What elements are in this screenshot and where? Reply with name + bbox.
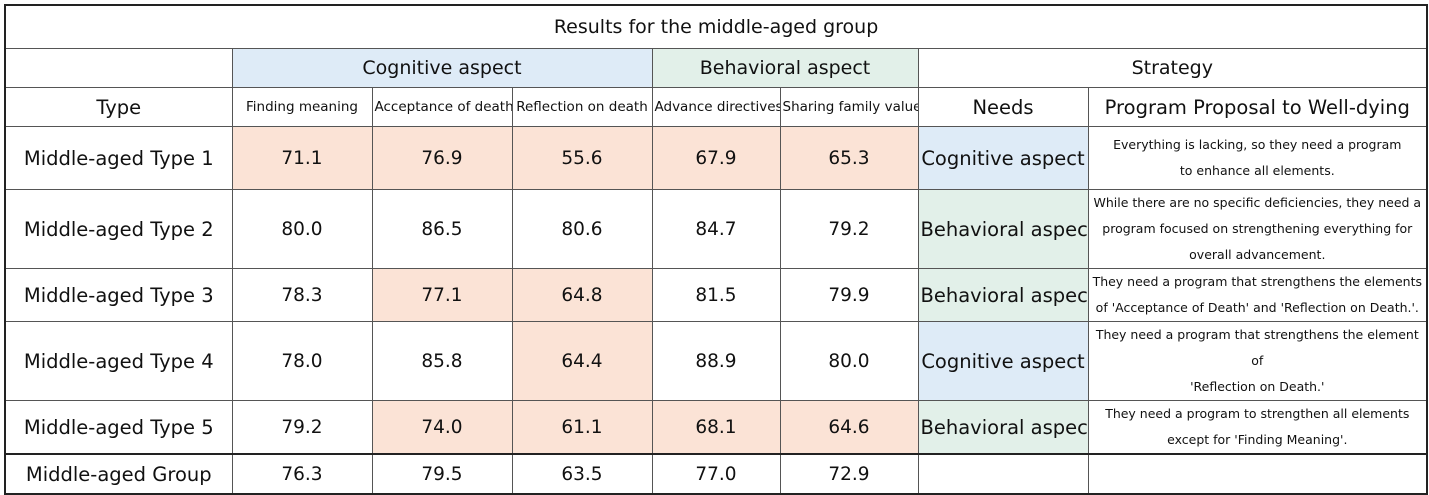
advance-directives-header: Advance directives xyxy=(651,87,781,127)
advance-directives-value: 77.0 xyxy=(651,453,781,495)
needs-value: Behavioral aspect xyxy=(917,400,1089,455)
proposal-line: Everything is lacking, so they need a pr… xyxy=(1113,137,1402,152)
sharing-family-values-value: 65.3 xyxy=(779,126,919,190)
row-type-label: Middle-aged Type 5 xyxy=(4,400,233,455)
advance-directives-value: 68.1 xyxy=(651,400,781,455)
table-title: Results for the middle-aged group xyxy=(3,4,1429,49)
finding-meaning-header: Finding meaning xyxy=(231,87,373,127)
table-row: Middle-aged Type 3 78.3 77.1 64.8 81.5 79.9 Be… xyxy=(4,268,1429,322)
advance-directives-value: 84.7 xyxy=(651,189,781,269)
proposal-line: program focused on strengthening everyth… xyxy=(1102,221,1413,236)
group-total-row: Middle-aged Group 76.3 79.5 63.5 77.0 72.9 xyxy=(4,453,1429,495)
sharing-family-values-value: 79.9 xyxy=(779,268,919,322)
needs-value: Behavioral aspect xyxy=(917,268,1089,322)
proposal-line: They need a program that strengthens the… xyxy=(1092,274,1423,289)
advance-directives-value: 88.9 xyxy=(651,321,781,401)
row-type-label: Middle-aged Group xyxy=(4,453,233,495)
finding-meaning-value: 71.1 xyxy=(231,126,373,190)
strategy-header: Strategy xyxy=(917,48,1429,88)
needs-value: Behavioral aspect xyxy=(917,189,1089,269)
acceptance-of-death-value: 79.5 xyxy=(371,453,513,495)
reflection-on-death-value: 55.6 xyxy=(511,126,653,190)
proposal-line: of 'Acceptance of Death' and 'Reflection… xyxy=(1095,300,1419,315)
proposal-line: 'Reflection on Death.' xyxy=(1190,379,1325,394)
sharing-family-values-header: Sharing family values xyxy=(779,87,919,127)
needs-header: Needs xyxy=(917,87,1089,127)
reflection-on-death-value: 64.8 xyxy=(511,268,653,322)
reflection-on-death-value: 80.6 xyxy=(511,189,653,269)
row-type-label: Middle-aged Type 2 xyxy=(4,189,233,269)
row-type-label: Middle-aged Type 1 xyxy=(4,126,233,190)
table-row: Middle-aged Type 1 71.1 76.9 55.6 67.9 65.3 Co… xyxy=(4,126,1429,190)
proposal-line: except for 'Finding Meaning'. xyxy=(1167,432,1348,447)
proposal-line: overall advancement. xyxy=(1189,247,1326,262)
acceptance-of-death-value: 85.8 xyxy=(371,321,513,401)
results-table: Results for the middle-aged group Cognit… xyxy=(3,4,1429,495)
program-proposal-cell: They need a program to strengthen all el… xyxy=(1087,400,1429,455)
program-proposal-cell: They need a program that strengthens the… xyxy=(1087,321,1429,401)
acceptance-of-death-value: 86.5 xyxy=(371,189,513,269)
acceptance-of-death-header: Acceptance of death xyxy=(371,87,513,127)
table-row: Middle-aged Type 2 80.0 86.5 80.6 84.7 79.2 Be… xyxy=(4,189,1429,269)
behavioral-aspect-header: Behavioral aspect xyxy=(651,48,919,88)
sharing-family-values-value: 64.6 xyxy=(779,400,919,455)
reflection-on-death-value: 64.4 xyxy=(511,321,653,401)
proposal-line: They need a program that strengthens the… xyxy=(1095,327,1419,368)
table-row: Middle-aged Type 4 78.0 85.8 64.4 88.9 80.0 Co… xyxy=(4,321,1429,401)
sharing-family-values-value: 79.2 xyxy=(779,189,919,269)
finding-meaning-value: 79.2 xyxy=(231,400,373,455)
type-column-header: Type xyxy=(4,87,233,127)
needs-value: Cognitive aspect xyxy=(917,321,1089,401)
reflection-on-death-value: 63.5 xyxy=(511,453,653,495)
program-proposal-cell: Everything is lacking, so they need a pr… xyxy=(1087,126,1429,190)
sharing-family-values-value: 72.9 xyxy=(779,453,919,495)
program-proposal-cell: While there are no specific deficiencies… xyxy=(1087,189,1429,269)
cognitive-aspect-header: Cognitive aspect xyxy=(231,48,653,88)
needs-value: Cognitive aspect xyxy=(917,126,1089,190)
acceptance-of-death-value: 77.1 xyxy=(371,268,513,322)
reflection-on-death-value: 61.1 xyxy=(511,400,653,455)
finding-meaning-value: 78.0 xyxy=(231,321,373,401)
proposal-line: They need a program to strengthen all el… xyxy=(1105,406,1410,421)
finding-meaning-value: 80.0 xyxy=(231,189,373,269)
sharing-family-values-value: 80.0 xyxy=(779,321,919,401)
row-type-label: Middle-aged Type 4 xyxy=(4,321,233,401)
reflection-on-death-header: Reflection on death xyxy=(511,87,653,127)
program-proposal-cell xyxy=(1087,453,1429,495)
needs-value xyxy=(917,453,1089,495)
finding-meaning-value: 76.3 xyxy=(231,453,373,495)
table-row: Middle-aged Type 5 79.2 74.0 61.1 68.1 64.6 Be… xyxy=(4,400,1429,455)
finding-meaning-value: 78.3 xyxy=(231,268,373,322)
program-proposal-cell: They need a program that strengthens the… xyxy=(1087,268,1429,322)
row-type-label: Middle-aged Type 3 xyxy=(4,268,233,322)
proposal-line: to enhance all elements. xyxy=(1179,163,1335,178)
acceptance-of-death-value: 74.0 xyxy=(371,400,513,455)
empty-header-cell xyxy=(4,48,233,88)
program-proposal-header: Program Proposal to Well-dying xyxy=(1087,87,1429,127)
proposal-line: While there are no specific deficiencies… xyxy=(1093,195,1422,210)
acceptance-of-death-value: 76.9 xyxy=(371,126,513,190)
advance-directives-value: 81.5 xyxy=(651,268,781,322)
advance-directives-value: 67.9 xyxy=(651,126,781,190)
